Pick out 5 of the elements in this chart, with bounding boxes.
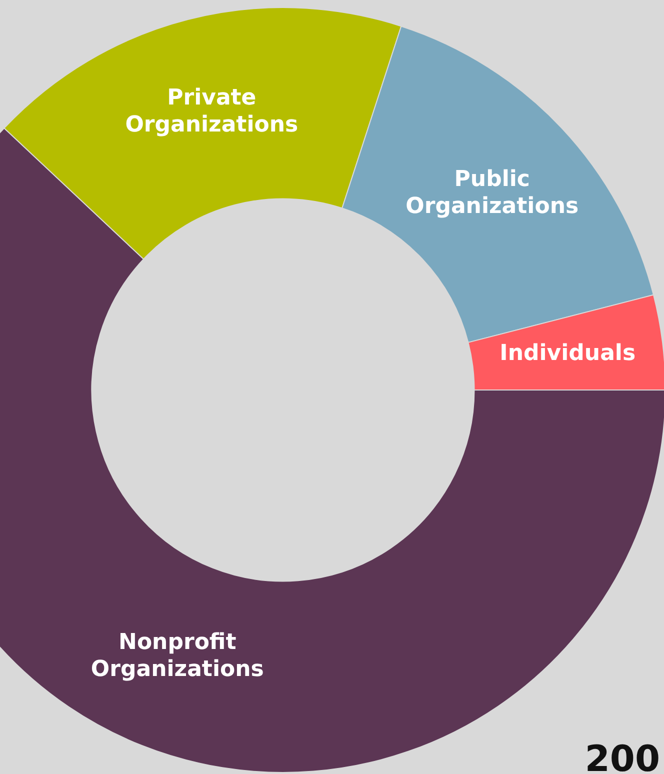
slice-label: Nonprofit Organizations xyxy=(90,630,264,682)
slice-label: Individuals xyxy=(500,340,636,366)
slice-label: Public Organizations xyxy=(406,166,579,219)
text: 200 xyxy=(584,739,660,774)
slice-label: Private Organizations xyxy=(125,85,298,138)
